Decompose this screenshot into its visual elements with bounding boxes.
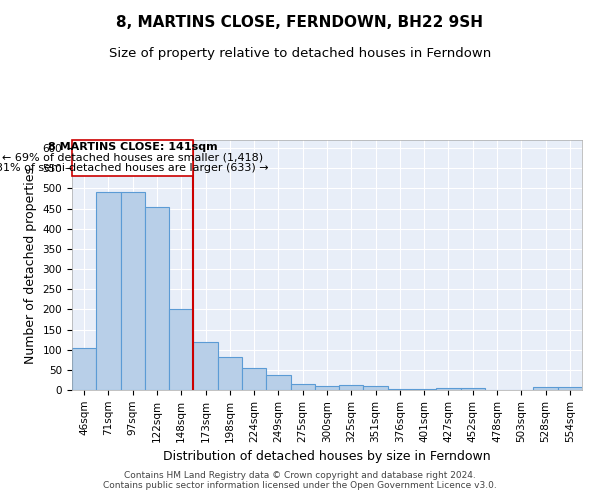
Y-axis label: Number of detached properties: Number of detached properties [24, 166, 37, 364]
Bar [169, 310, 193, 390]
Text: ← 69% of detached houses are smaller (1,418): ← 69% of detached houses are smaller (1,… [2, 152, 263, 162]
Bar [193, 342, 218, 390]
Text: 8, MARTINS CLOSE, FERNDOWN, BH22 9SH: 8, MARTINS CLOSE, FERNDOWN, BH22 9SH [116, 15, 484, 30]
Bar [533, 387, 558, 390]
Bar [242, 368, 266, 390]
Bar [266, 374, 290, 390]
Text: 31% of semi-detached houses are larger (633) →: 31% of semi-detached houses are larger (… [0, 163, 269, 173]
Bar [315, 386, 339, 390]
Text: Contains HM Land Registry data © Crown copyright and database right 2024.
Contai: Contains HM Land Registry data © Crown c… [103, 470, 497, 490]
Bar [461, 388, 485, 390]
Bar [121, 192, 145, 390]
Bar [412, 389, 436, 390]
Bar [558, 387, 582, 390]
Bar [96, 192, 121, 390]
Bar [339, 385, 364, 390]
Bar [72, 348, 96, 390]
Bar [436, 388, 461, 390]
Bar [218, 356, 242, 390]
Bar [388, 389, 412, 390]
FancyBboxPatch shape [73, 140, 193, 176]
X-axis label: Distribution of detached houses by size in Ferndown: Distribution of detached houses by size … [163, 450, 491, 463]
Bar [145, 206, 169, 390]
Text: Size of property relative to detached houses in Ferndown: Size of property relative to detached ho… [109, 48, 491, 60]
Bar [290, 384, 315, 390]
Text: 8 MARTINS CLOSE: 141sqm: 8 MARTINS CLOSE: 141sqm [48, 142, 218, 152]
Bar [364, 386, 388, 390]
